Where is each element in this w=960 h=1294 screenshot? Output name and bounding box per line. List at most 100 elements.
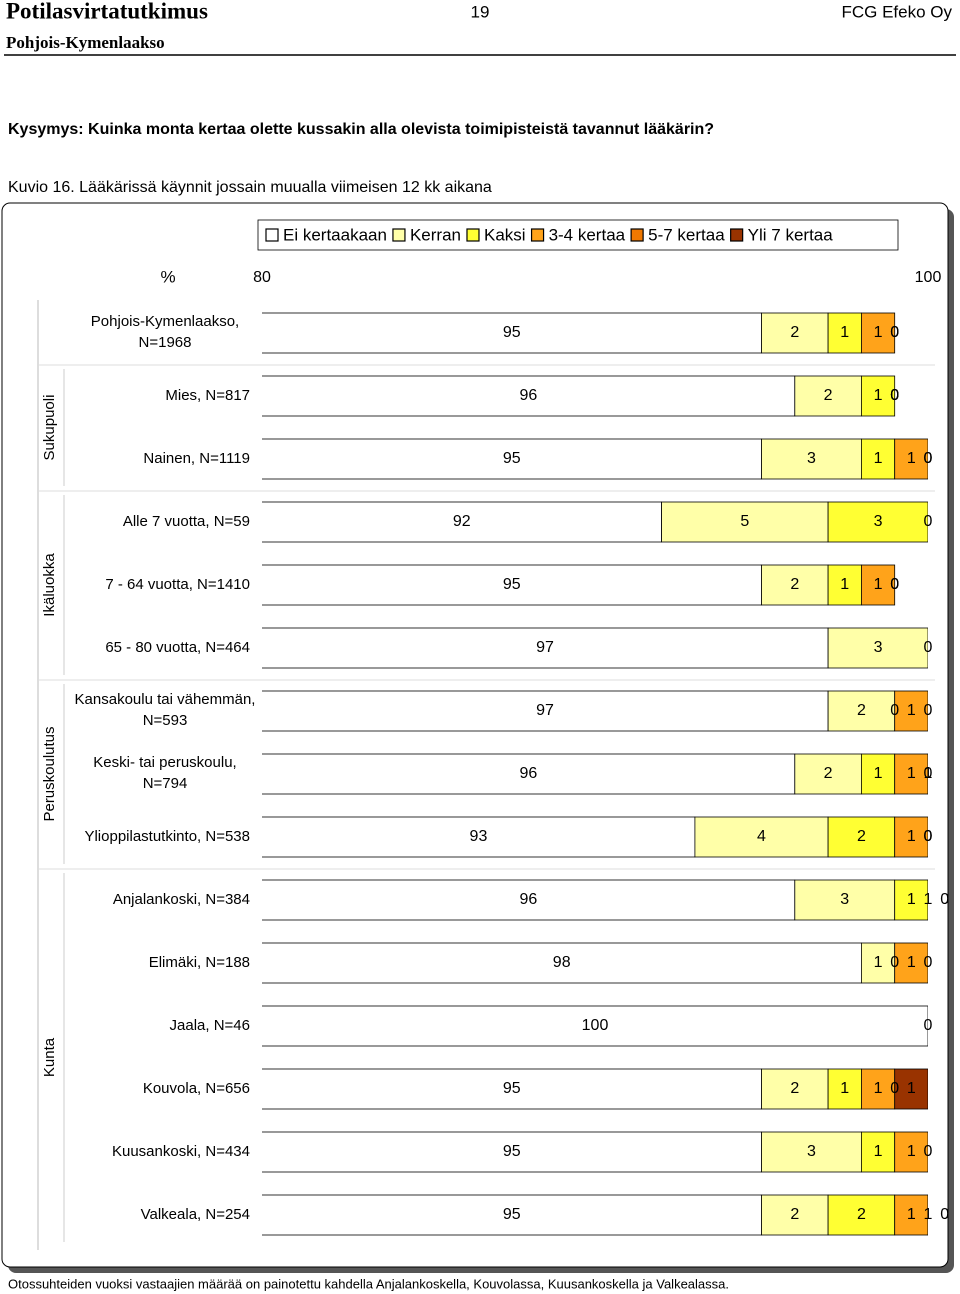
bar-segment xyxy=(827,1194,896,1236)
bar-segment xyxy=(894,879,928,921)
value-label: 1 xyxy=(907,450,916,467)
x-tick-label: 80 xyxy=(253,269,271,286)
bar-segment xyxy=(262,879,796,921)
value-label: 1 xyxy=(907,828,916,845)
legend-label: Kaksi xyxy=(484,225,526,244)
category-label: Keski- tai peruskoulu, N=794 xyxy=(93,754,236,792)
value-label: 1 xyxy=(874,576,883,593)
value-label: 1 xyxy=(840,576,849,593)
value-label: 1 xyxy=(907,891,916,908)
bar-segment xyxy=(894,1068,928,1110)
category-label: Alle 7 vuotta, N=59 xyxy=(123,513,250,530)
value-label: 5 xyxy=(740,513,749,530)
value-label: 95 xyxy=(503,324,521,341)
value-label: 0 xyxy=(924,1017,933,1034)
category-label: Kansakoulu tai vähemmän, N=593 xyxy=(75,691,256,729)
bar-segment xyxy=(262,564,762,606)
value-label: 2 xyxy=(824,765,833,782)
value-label: 92 xyxy=(453,513,471,530)
bar-segment xyxy=(262,1131,762,1173)
legend-swatch xyxy=(265,228,279,242)
category-label: Anjalankoski, N=384 xyxy=(113,891,250,908)
value-label: 1 xyxy=(874,765,883,782)
group-label: Peruskoulutus xyxy=(41,726,58,821)
bar-segment xyxy=(761,1068,829,1110)
value-label: 0 xyxy=(890,324,899,341)
value-label: 2 xyxy=(857,1206,866,1223)
value-label: 93 xyxy=(470,828,488,845)
bar-segment xyxy=(827,564,862,606)
x-tick-label: 100 xyxy=(915,269,942,286)
bar-segment xyxy=(827,312,862,354)
value-label: 96 xyxy=(520,891,538,908)
legend-swatch xyxy=(466,228,480,242)
bar-segment xyxy=(894,438,928,480)
bar-segment xyxy=(894,690,928,732)
value-label: 0 xyxy=(924,954,933,971)
value-label: 1 xyxy=(907,1206,916,1223)
category-label: Pohjois-Kymenlaakso, N=1968 xyxy=(91,313,239,351)
bar-segment xyxy=(827,501,928,543)
bar-segment xyxy=(827,816,896,858)
bar-segment xyxy=(861,1068,896,1110)
bar-segment xyxy=(262,942,862,984)
bar-segment xyxy=(694,816,829,858)
bar-segment xyxy=(894,942,928,984)
value-label: 0 xyxy=(924,828,933,845)
value-label: 1 xyxy=(874,954,883,971)
value-label: 1 xyxy=(907,954,916,971)
bar-segment xyxy=(262,627,829,669)
value-label: 0 xyxy=(924,765,933,782)
value-label: 2 xyxy=(824,387,833,404)
bar-segment xyxy=(761,1131,862,1173)
value-label: 95 xyxy=(503,450,521,467)
group-label: Ikäluokka xyxy=(41,553,58,617)
value-label: 1 xyxy=(874,450,883,467)
value-label: 0 xyxy=(924,450,933,467)
value-label: 2 xyxy=(790,324,799,341)
value-label: 0 xyxy=(890,387,899,404)
bar-segment xyxy=(894,1194,928,1236)
legend-swatch xyxy=(530,228,545,242)
value-label: 0 xyxy=(890,1080,899,1097)
value-label: 1 xyxy=(874,387,883,404)
bar-segment xyxy=(262,816,696,858)
value-label: 3 xyxy=(807,450,816,467)
bar-segment xyxy=(861,1131,896,1173)
bar-segment xyxy=(894,753,928,795)
plot-area xyxy=(262,312,928,1236)
category-label: Ylioppilastutkinto, N=538 xyxy=(84,828,250,845)
legend-label: 5-7 kertaa xyxy=(648,225,725,244)
value-label: 1 xyxy=(924,891,933,908)
value-label: 97 xyxy=(536,702,554,719)
value-label: 3 xyxy=(874,513,883,530)
legend-label: 3-4 kertaa xyxy=(549,225,626,244)
category-label: 7 - 64 vuotta, N=1410 xyxy=(105,576,250,593)
category-label: Mies, N=817 xyxy=(165,387,250,404)
value-label: 0 xyxy=(890,324,899,341)
x-axis-label: % xyxy=(160,267,175,286)
value-label: 1 xyxy=(907,702,916,719)
bar-segment xyxy=(861,564,896,606)
value-label: 0 xyxy=(924,702,933,719)
value-label: 0 xyxy=(940,891,949,908)
value-label: 1 xyxy=(874,1080,883,1097)
category-label: Nainen, N=1119 xyxy=(143,450,250,467)
bar-segment xyxy=(861,753,896,795)
value-label: 0 xyxy=(890,576,899,593)
bar-segment xyxy=(761,1194,829,1236)
bar-segment xyxy=(262,501,663,543)
value-label: 1 xyxy=(924,765,933,782)
value-label: 1 xyxy=(907,1143,916,1160)
question: Kysymys: Kuinka monta kertaa olette kuss… xyxy=(8,121,714,138)
value-label: 95 xyxy=(503,1206,521,1223)
category-label: Elimäki, N=188 xyxy=(149,954,250,971)
value-label: 2 xyxy=(790,1206,799,1223)
bar-segment xyxy=(661,501,829,543)
legend-box xyxy=(257,219,899,251)
value-label: 0 xyxy=(924,828,933,845)
value-label: 95 xyxy=(503,576,521,593)
value-label: 96 xyxy=(520,387,538,404)
legend-swatch xyxy=(392,228,406,242)
